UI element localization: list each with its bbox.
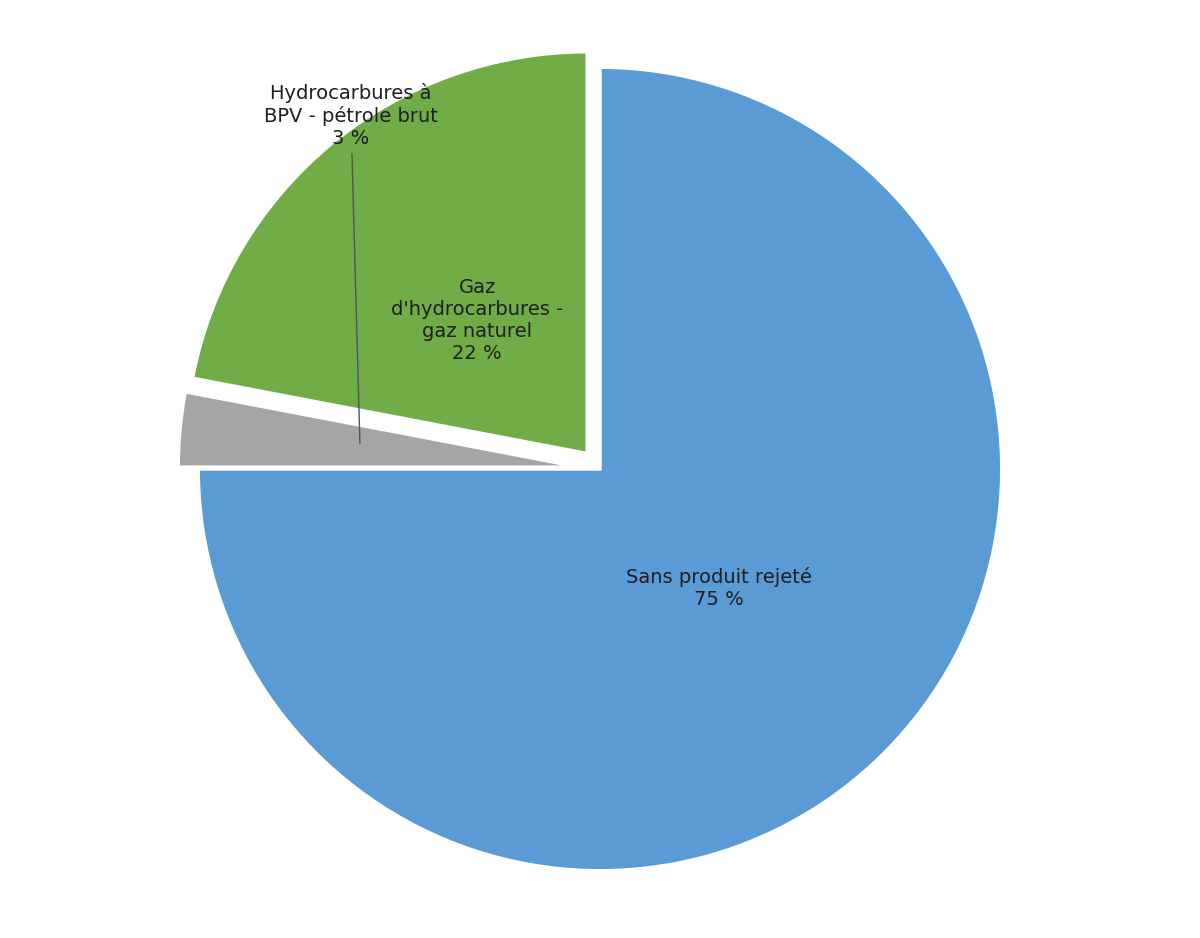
Wedge shape bbox=[179, 392, 580, 467]
Wedge shape bbox=[198, 68, 1002, 870]
Text: Gaz
d'hydrocarbures -
gaz naturel
22 %: Gaz d'hydrocarbures - gaz naturel 22 % bbox=[391, 278, 563, 363]
Text: Hydrocarbures à
BPV - pétrole brut
3 %: Hydrocarbures à BPV - pétrole brut 3 % bbox=[264, 83, 438, 444]
Text: Sans produit rejeté
75 %: Sans produit rejeté 75 % bbox=[626, 567, 812, 610]
Wedge shape bbox=[192, 52, 587, 453]
